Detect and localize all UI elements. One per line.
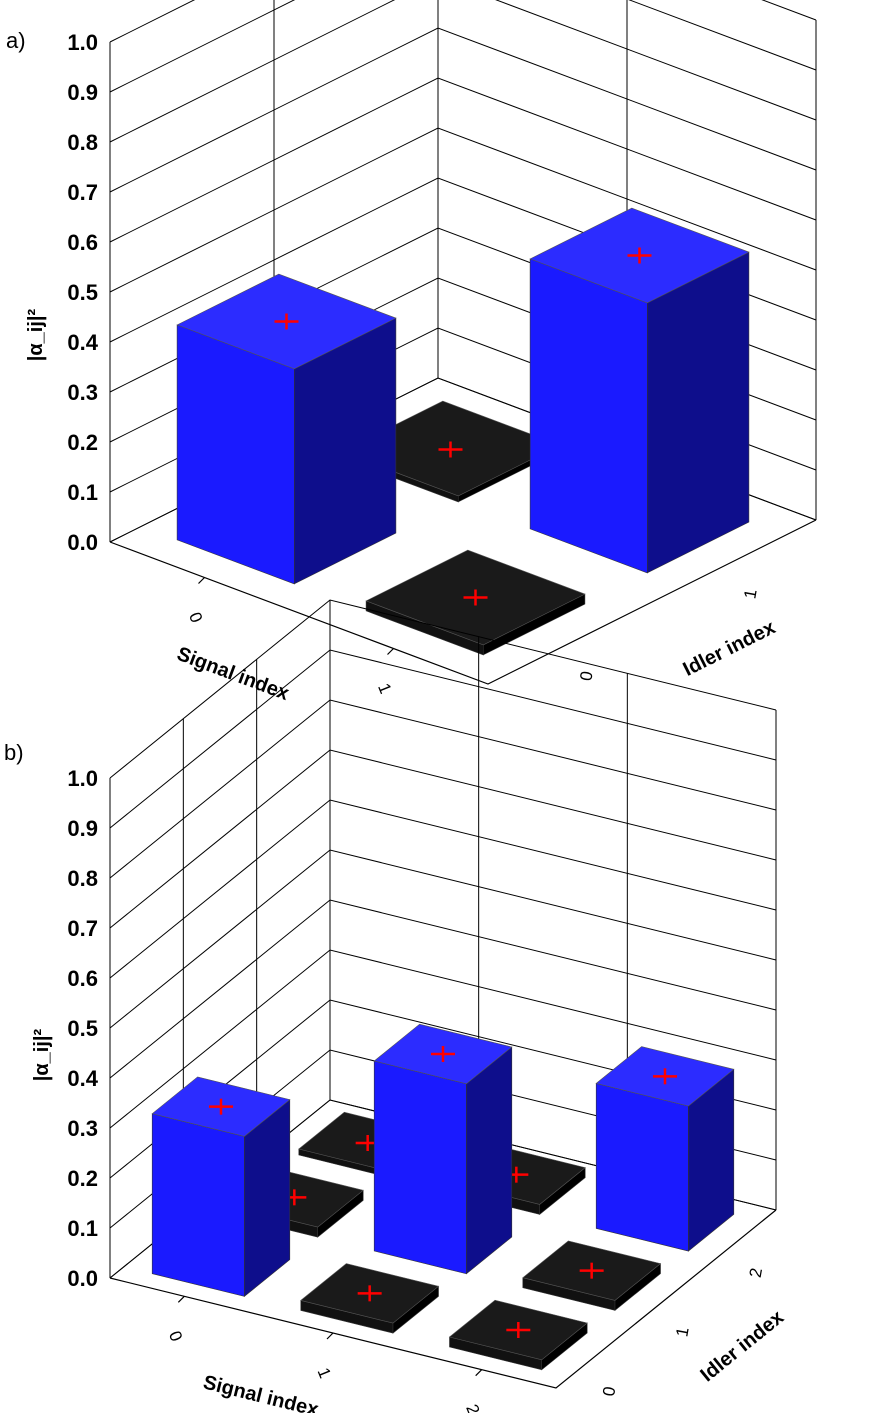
z-tick-label: 0.9: [67, 816, 98, 841]
bar-marker: [653, 1068, 677, 1085]
gridline: [109, 849, 777, 1029]
bar-s1-i0: [365, 549, 586, 656]
bar-face: [373, 1060, 467, 1275]
bar-s1-i0: [300, 1263, 440, 1334]
chart-panel-a: 0.00.10.20.30.40.50.60.70.80.91.00101Sig…: [6, 0, 817, 705]
signal-tick-label: 0: [185, 609, 206, 625]
bar-s1-i1: [373, 1023, 513, 1275]
bar-s2-i0: [448, 1299, 588, 1371]
signal-tick: [387, 648, 394, 655]
signal-tick-label: 0: [165, 1328, 186, 1344]
bar-marker: [627, 247, 652, 264]
z-tick-label: 0.1: [67, 1216, 98, 1241]
signal-tick-label: 1: [314, 1365, 335, 1381]
z-axis: 0.0 0.1 0.2 0.3 0.4 0.5 0.6 0.7 0.8 0.9 1.0: [67, 766, 98, 1291]
z-tick-label: 0.4: [67, 1066, 98, 1091]
bar-marker: [274, 313, 299, 330]
bar-face: [529, 258, 648, 574]
signal-axis-title: Signal index: [201, 1372, 321, 1413]
gridline: [109, 0, 817, 43]
bar-marker: [431, 1046, 455, 1062]
idler-tick-label: 0: [599, 1385, 619, 1398]
bar-marker: [579, 1262, 604, 1279]
idler-tick-label: 0: [576, 670, 596, 683]
z-tick-label: 0.5: [67, 280, 98, 305]
floor-edge: [109, 519, 817, 685]
z-tick-label: 0.7: [67, 180, 98, 205]
bar-marker: [357, 1285, 382, 1302]
chart-panel-b: 0.0 0.1 0.2 0.3 0.4 0.5 0.6 0.7 0.8 0.9 1.0 0 1 2 0 1 2 S…: [4, 599, 788, 1413]
signal-tick-label: 1: [374, 680, 395, 696]
idler-axis-title: Idler index: [680, 616, 779, 680]
bar-marker: [438, 441, 463, 458]
idler-tick-label: 2: [746, 1266, 766, 1279]
z-axis: 0.0 0.1 0.2 0.3 0.4 0.5 0.6 0.7 0.8 0.9 1.0: [67, 30, 98, 555]
bars: [151, 1023, 735, 1371]
z-tick-label: 0.6: [67, 966, 98, 991]
bar-marker: [506, 1322, 531, 1338]
panel-label: a): [6, 28, 26, 53]
gridline: [109, 699, 777, 879]
bar-face: [176, 324, 295, 585]
z-tick-label: 0.0: [67, 530, 98, 555]
gridline: [109, 0, 817, 143]
idler-axis-title: Idler index: [696, 1306, 788, 1386]
idler-tick-label: 1: [672, 1326, 692, 1339]
gridline: [109, 27, 817, 193]
gridline: [109, 127, 817, 293]
gridline: [109, 77, 817, 243]
bar-marker: [463, 589, 488, 606]
bar-face: [595, 1083, 689, 1252]
bar-s0-i0: [151, 1076, 291, 1298]
z-tick-label: 0.3: [67, 380, 98, 405]
z-axis-title: |α_ij|²: [25, 308, 47, 361]
bar-face: [151, 1113, 245, 1297]
bar-s1-i1: [529, 207, 750, 574]
bar-side: [646, 251, 750, 574]
bar-s2-i2: [595, 1046, 735, 1252]
z-tick-label: 0.5: [67, 1016, 98, 1041]
z-tick-label: 1.0: [67, 30, 98, 55]
signal-tick: [177, 1295, 185, 1303]
signal-tick: [326, 1332, 334, 1340]
z-tick-label: 0.8: [67, 130, 98, 155]
panel-label: b): [4, 740, 24, 765]
z-tick-label: 0.4: [67, 330, 98, 355]
gridline: [109, 0, 817, 93]
z-axis-title: |α_ij|²: [31, 1028, 53, 1081]
z-tick-label: 1.0: [67, 766, 98, 791]
z-tick-label: 0.7: [67, 916, 98, 941]
bar-s2-i1: [522, 1240, 662, 1312]
z-tick-label: 0.1: [67, 480, 98, 505]
signal-tick: [475, 1369, 483, 1377]
signal-tick-label: 2: [462, 1402, 483, 1413]
z-tick-label: 0.6: [67, 230, 98, 255]
z-tick-label: 0.9: [67, 80, 98, 105]
z-tick-label: 0.0: [67, 1266, 98, 1291]
bar-s0-i0: [176, 273, 397, 585]
floor-edge: [109, 1209, 777, 1389]
gridline: [109, 749, 777, 929]
gridline: [109, 799, 777, 979]
z-tick-label: 0.3: [67, 1116, 98, 1141]
z-tick-label: 0.2: [67, 1166, 98, 1191]
signal-tick: [198, 577, 205, 584]
z-tick-label: 0.8: [67, 866, 98, 891]
idler-tick-label: 1: [740, 588, 760, 601]
bar-marker: [209, 1098, 233, 1115]
z-tick-label: 0.2: [67, 430, 98, 455]
bars: [176, 207, 750, 656]
bar-side: [466, 1046, 513, 1275]
